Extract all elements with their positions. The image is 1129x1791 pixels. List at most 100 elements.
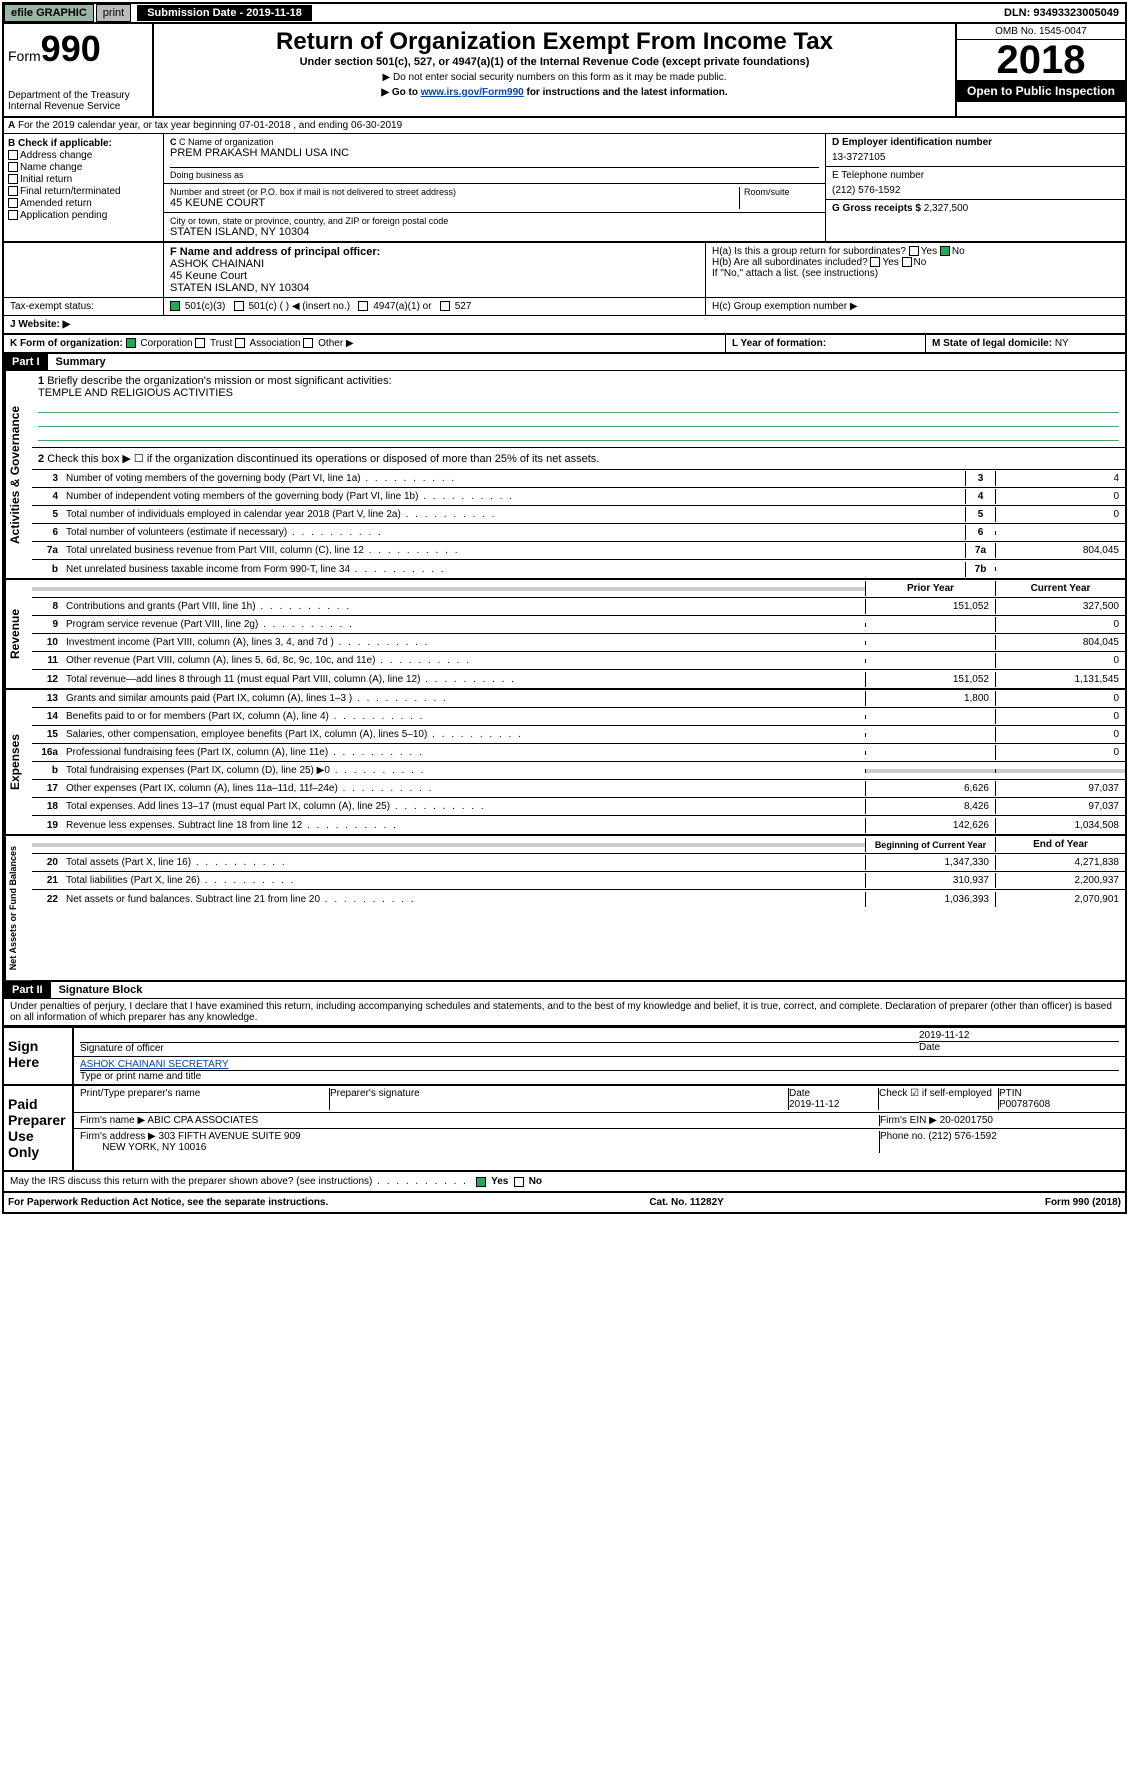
sign-here-section: Sign Here Signature of officer 2019-11-1… bbox=[4, 1026, 1125, 1084]
dba-label: Doing business as bbox=[170, 167, 819, 180]
tel-value: (212) 576-1592 bbox=[832, 185, 1119, 196]
org-name: PREM PRAKASH MANDLI USA INC bbox=[170, 147, 819, 159]
q1-answer: TEMPLE AND RELIGIOUS ACTIVITIES bbox=[38, 387, 1119, 399]
col-c-org-info: C C Name of organization PREM PRAKASH MA… bbox=[164, 134, 825, 241]
expenses-sidelabel: Expenses bbox=[4, 690, 32, 834]
check-self-employed: Check ☑ if self-employed bbox=[879, 1088, 999, 1110]
table-row: 10Investment income (Part VIII, column (… bbox=[32, 634, 1125, 652]
ha-group-return: H(a) Is this a group return for subordin… bbox=[712, 246, 1119, 257]
firm-name: ABIC CPA ASSOCIATES bbox=[147, 1115, 258, 1126]
firm-city: NEW YORK, NY 10016 bbox=[102, 1142, 206, 1153]
firm-ein: 20-0201750 bbox=[940, 1115, 993, 1126]
gross-label: G Gross receipts $ bbox=[832, 203, 921, 214]
top-bar: efile GRAPHIC print Submission Date - 20… bbox=[4, 4, 1125, 24]
table-row: 22Net assets or fund balances. Subtract … bbox=[32, 890, 1125, 908]
m-state: M State of legal domicile: NY bbox=[925, 335, 1125, 352]
table-row: 20Total assets (Part X, line 16)1,347,33… bbox=[32, 854, 1125, 872]
netassets-sidelabel: Net Assets or Fund Balances bbox=[4, 836, 32, 980]
footer-mid: Cat. No. 11282Y bbox=[649, 1197, 723, 1208]
col-b-checkboxes: B Check if applicable: Address change Na… bbox=[4, 134, 164, 241]
tel-label: E Telephone number bbox=[832, 170, 1119, 181]
discuss-no-checkbox[interactable] bbox=[514, 1177, 524, 1187]
firm-address: 303 FIFTH AVENUE SUITE 909 bbox=[159, 1131, 301, 1142]
table-row: 15Salaries, other compensation, employee… bbox=[32, 726, 1125, 744]
prep-name-label: Print/Type preparer's name bbox=[80, 1088, 330, 1110]
table-row: 3Number of voting members of the governi… bbox=[32, 470, 1125, 488]
part1-badge: Part I bbox=[4, 354, 48, 370]
part2-badge: Part II bbox=[4, 982, 51, 998]
officer-signed-name: ASHOK CHAINANI SECRETARY bbox=[80, 1059, 1119, 1070]
sig-officer-label: Signature of officer bbox=[80, 1042, 919, 1054]
begin-year-header: Beginning of Current Year bbox=[865, 838, 995, 852]
col-right-info: D Employer identification number 13-3727… bbox=[825, 134, 1125, 241]
table-row: 7aTotal unrelated business revenue from … bbox=[32, 542, 1125, 560]
part2-header-row: Part II Signature Block bbox=[4, 982, 1125, 999]
form-990-container: efile GRAPHIC print Submission Date - 20… bbox=[2, 2, 1127, 1214]
org-city: STATEN ISLAND, NY 10304 bbox=[170, 226, 819, 238]
footer-left: For Paperwork Reduction Act Notice, see … bbox=[8, 1197, 328, 1208]
city-label: City or town, state or province, country… bbox=[170, 216, 819, 226]
table-row: 17Other expenses (Part IX, column (A), l… bbox=[32, 780, 1125, 798]
l-year-formation: L Year of formation: bbox=[725, 335, 925, 352]
governance-sidelabel: Activities & Governance bbox=[4, 371, 32, 578]
501c3-checkbox[interactable] bbox=[170, 301, 180, 311]
table-row: 19Revenue less expenses. Subtract line 1… bbox=[32, 816, 1125, 834]
ein-label: D Employer identification number bbox=[832, 137, 1119, 148]
form-number: 990 bbox=[41, 28, 101, 69]
k-form-org: K Form of organization: Corporation Trus… bbox=[4, 335, 725, 352]
dln: DLN: 93493323005049 bbox=[998, 5, 1125, 21]
table-row: 14Benefits paid to or for members (Part … bbox=[32, 708, 1125, 726]
firm-phone: (212) 576-1592 bbox=[928, 1131, 996, 1142]
discuss-row: May the IRS discuss this return with the… bbox=[4, 1172, 1125, 1193]
paid-preparer-section: Paid Preparer Use Only Print/Type prepar… bbox=[4, 1084, 1125, 1172]
submission-date: Submission Date - 2019-11-18 bbox=[137, 5, 312, 21]
table-row: 8Contributions and grants (Part VIII, li… bbox=[32, 598, 1125, 616]
print-button[interactable]: print bbox=[96, 4, 131, 22]
table-row: 13Grants and similar amounts paid (Part … bbox=[32, 690, 1125, 708]
sig-date-value: 2019-11-12 bbox=[919, 1030, 1119, 1041]
prep-sig-label: Preparer's signature bbox=[330, 1088, 789, 1110]
q2-text: Check this box ▶ ☐ if the organization d… bbox=[47, 453, 599, 465]
table-row: 9Program service revenue (Part VIII, lin… bbox=[32, 616, 1125, 634]
part1-title: Summary bbox=[48, 354, 114, 370]
table-row: 4Number of independent voting members of… bbox=[32, 488, 1125, 506]
ptin-value: P00787608 bbox=[999, 1099, 1050, 1110]
form-org-row: K Form of organization: Corporation Trus… bbox=[4, 335, 1125, 354]
table-row: 21Total liabilities (Part X, line 26)310… bbox=[32, 872, 1125, 890]
table-row: 11Other revenue (Part VIII, column (A), … bbox=[32, 652, 1125, 670]
room-label: Room/suite bbox=[739, 187, 819, 209]
part2-title: Signature Block bbox=[51, 982, 151, 998]
org-address: 45 KEUNE COURT bbox=[170, 197, 739, 209]
table-row: bTotal fundraising expenses (Part IX, co… bbox=[32, 762, 1125, 780]
table-row: 18Total expenses. Add lines 13–17 (must … bbox=[32, 798, 1125, 816]
officer-label: F Name and address of principal officer: bbox=[170, 246, 699, 258]
org-name-label: C C Name of organization bbox=[170, 137, 819, 147]
table-row: 16aProfessional fundraising fees (Part I… bbox=[32, 744, 1125, 762]
subtitle-1: Under section 501(c), 527, or 4947(a)(1)… bbox=[158, 56, 951, 68]
irs-label: Internal Revenue Service bbox=[8, 101, 148, 112]
tax-exempt-row: Tax-exempt status: 501(c)(3) 501(c) ( ) … bbox=[4, 298, 1125, 316]
revenue-sidelabel: Revenue bbox=[4, 580, 32, 688]
officer-group-row: F Name and address of principal officer:… bbox=[4, 243, 1125, 298]
q1-label: Briefly describe the organization's miss… bbox=[47, 375, 391, 387]
footer-right: Form 990 (2018) bbox=[1045, 1197, 1121, 1208]
irs-link[interactable]: www.irs.gov/Form990 bbox=[421, 87, 524, 98]
netassets-block: Net Assets or Fund Balances Beginning of… bbox=[4, 836, 1125, 982]
website-row: J Website: ▶ bbox=[4, 316, 1125, 335]
officer-addr2: STATEN ISLAND, NY 10304 bbox=[170, 282, 699, 294]
tax-exempt-label: Tax-exempt status: bbox=[4, 298, 164, 315]
efile-button[interactable]: efile GRAPHIC bbox=[4, 4, 94, 22]
officer-name: ASHOK CHAINANI bbox=[170, 258, 699, 270]
paid-preparer-label: Paid Preparer Use Only bbox=[4, 1086, 74, 1170]
prep-date-value: 2019-11-12 bbox=[789, 1099, 839, 1110]
expenses-block: Expenses 13Grants and similar amounts pa… bbox=[4, 690, 1125, 836]
revenue-block: Revenue Prior Year Current Year 8Contrib… bbox=[4, 580, 1125, 690]
discuss-yes-checkbox[interactable] bbox=[476, 1177, 486, 1187]
section-a: A For the 2019 calendar year, or tax yea… bbox=[4, 118, 1125, 134]
table-row: 12Total revenue—add lines 8 through 11 (… bbox=[32, 670, 1125, 688]
tax-year: 2018 bbox=[957, 40, 1125, 80]
form-header: Form990 Department of the Treasury Inter… bbox=[4, 24, 1125, 118]
gross-value: 2,327,500 bbox=[924, 203, 969, 214]
subtitle-3: ▶ Go to www.irs.gov/Form990 for instruct… bbox=[158, 87, 951, 98]
main-info-block: B Check if applicable: Address change Na… bbox=[4, 134, 1125, 243]
